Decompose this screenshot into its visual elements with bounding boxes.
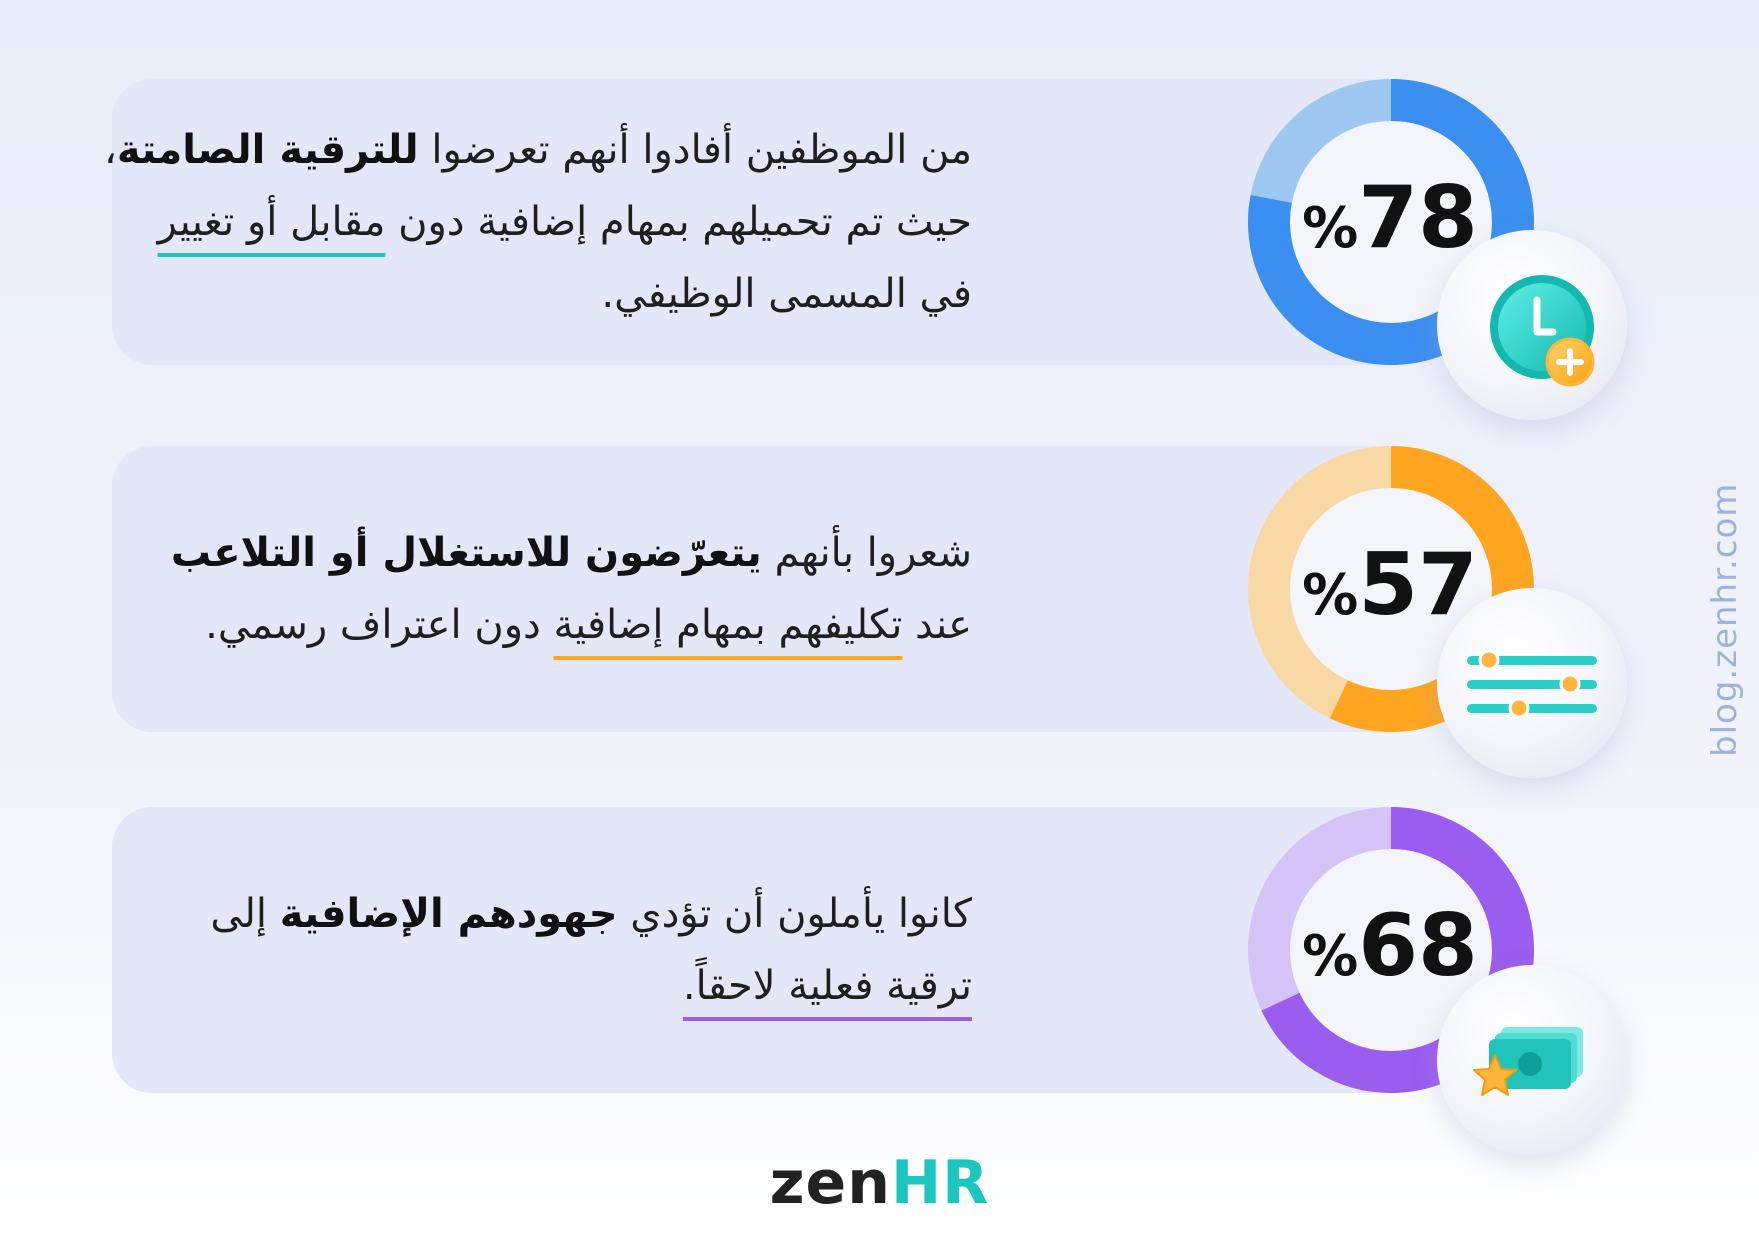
stat-1-line-3: في المسمى الوظيفي. [601,271,972,317]
badge-3 [1437,965,1627,1155]
donut-2-value: 57 [1358,535,1478,635]
donut-3-label: %68 [1290,896,1490,996]
donut-1-percent-sign: % [1302,196,1359,261]
stat-3-underlined: ترقية فعلية لاحقاً. [682,963,972,1009]
stat-card-2: شعروا بأنهم يتعرّضون للاستغلال أو التلاع… [112,446,1412,732]
stat-card-1: من الموظفين أفادوا أنهم تعرضوا للترقية ا… [104,79,1412,365]
stat-text-2: شعروا بأنهم يتعرّضون للاستغلال أو التلاع… [0,446,972,732]
stat-3-line-1: كانوا يأملون أن تؤدي [617,891,972,937]
donut-2-percent-sign: % [1302,563,1359,628]
donut-1-value: 78 [1358,168,1478,268]
donut-chart-1 [1248,79,1534,365]
stat-2-underlined: تكليفهم بمهام إضافية [553,602,903,648]
donut-3-value: 68 [1358,896,1478,996]
stat-text-3: كانوا يأملون أن تؤدي جهودهم الإضافية إلى… [0,807,972,1093]
stat-card-3: كانوا يأملون أن تؤدي جهودهم الإضافية إلى… [112,807,1412,1093]
money-star-icon [1473,1027,1583,1096]
donut-3-percent-sign: % [1302,924,1359,989]
stat-2-highlight: يتعرّضون للاستغلال أو التلاعب [170,530,762,576]
badge-1 [1437,230,1627,420]
watermark-url: blog.zenhr.com [1705,482,1745,758]
stat-3-highlight: جهودهم الإضافية [279,891,618,937]
stat-1-line-2: حيث تم تحميلهم بمهام إضافية دون [385,199,972,245]
badge-2 [1437,588,1627,778]
logo-hr: HR [890,1148,990,1218]
donut-1-arc [1248,79,1534,365]
stat-1-line-1: من الموظفين أفادوا أنهم تعرضوا [418,127,972,173]
stat-3-line-1-end: إلى [210,891,280,937]
sliders-icon [1467,649,1597,719]
stat-1-comma: ، [103,127,117,173]
stat-2-line-1: شعروا بأنهم [761,530,972,576]
stat-1-highlight: للترقية الصامتة [116,127,419,173]
donut-3-arc [1248,807,1534,1093]
stat-2-line-2-end: دون اعتراف رسمي. [205,602,554,648]
stat-1-underlined: مقابل أو تغيير [157,199,386,245]
stat-text-1: من الموظفين أفادوا أنهم تعرضوا للترقية ا… [0,79,972,365]
zenhr-logo: zenHR [0,1148,1759,1218]
logo-zen: zen [769,1148,891,1218]
stat-2-line-2: عند [902,602,972,648]
donut-2-label: %57 [1290,535,1490,635]
clock-plus-icon [1490,275,1595,387]
donut-1-label: %78 [1290,168,1490,268]
